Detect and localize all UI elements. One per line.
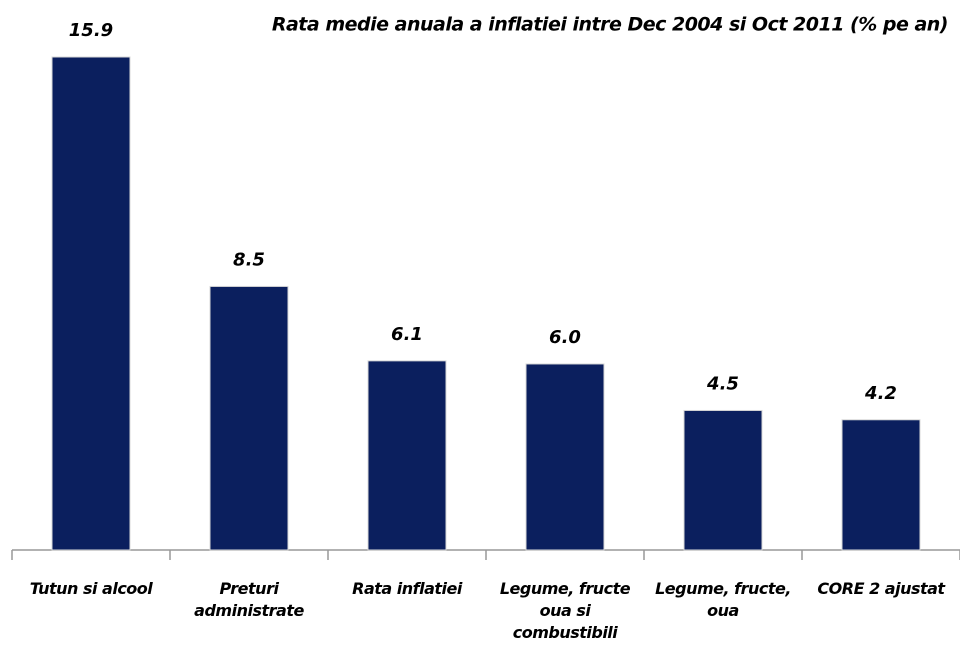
- bar: [209, 285, 289, 551]
- value-label: 4.2: [864, 383, 897, 404]
- value-label: 15.9: [69, 20, 113, 41]
- x-tick-label: CORE 2 ajustat: [817, 579, 945, 598]
- value-label: 4.5: [706, 373, 739, 394]
- x-tick-label: Tutun si alcool: [29, 579, 153, 598]
- chart-title: Rata medie anuala a inflatiei intre Dec …: [272, 14, 948, 36]
- x-tick-label: Legume, fructe oua si combustibili: [499, 579, 631, 642]
- x-tick-label: Rata inflatiei: [352, 579, 462, 598]
- bar: [367, 360, 447, 551]
- value-label: 6.0: [549, 327, 581, 348]
- value-label: 6.1: [391, 324, 423, 345]
- bar: [841, 419, 921, 551]
- x-tick-label: Preturi administrate: [194, 579, 304, 620]
- value-label: 8.5: [233, 249, 265, 270]
- bar: [525, 363, 605, 551]
- x-tick-label: Legume, fructe, oua: [655, 579, 791, 620]
- bar: [51, 56, 131, 551]
- bar: [683, 409, 763, 551]
